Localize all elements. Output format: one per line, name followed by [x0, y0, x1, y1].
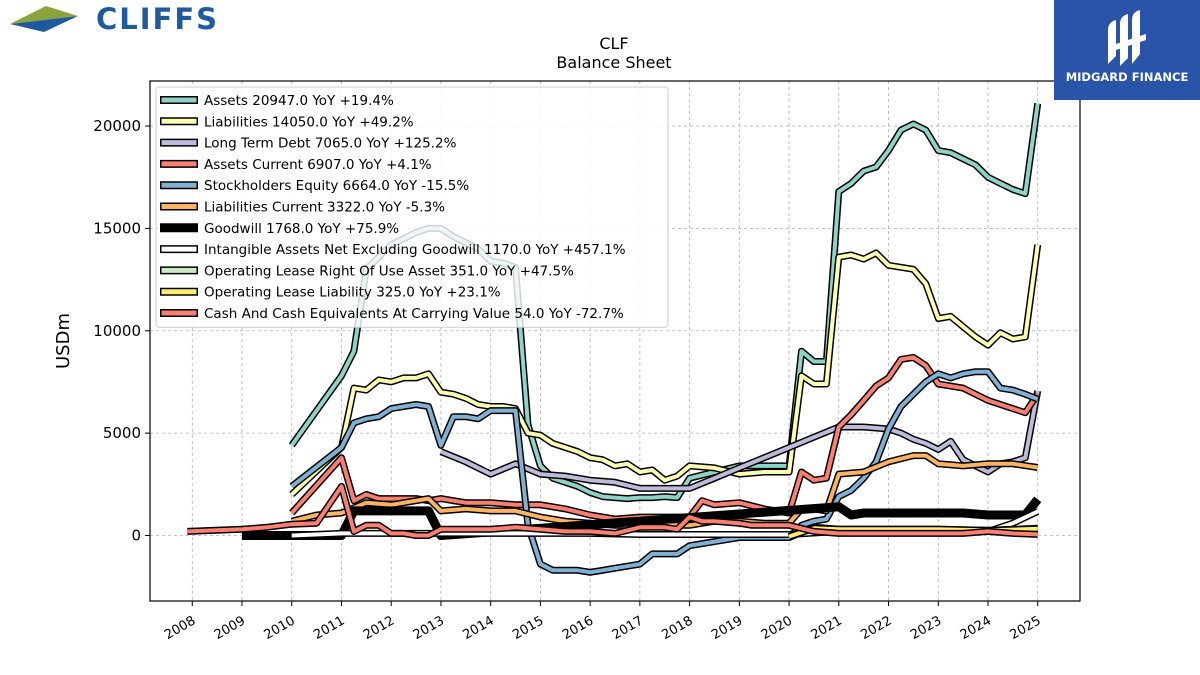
legend-entry: Liabilities Current 3322.0 YoY -5.3% [160, 200, 445, 216]
series-line [187, 484, 1038, 538]
y-tick-label: 10000 [93, 322, 141, 340]
x-tick-label: 2013 [411, 613, 447, 643]
series-lines [187, 103, 1042, 576]
y-tick-label: 15000 [93, 219, 141, 237]
x-tick-label: 2018 [659, 613, 695, 643]
cliffs-logo-text: CLIFFS [96, 2, 220, 36]
x-tick-label: 2020 [759, 613, 795, 643]
y-tick-label: 0 [131, 526, 141, 544]
x-tick-label: 2011 [311, 613, 347, 643]
legend-entry: Assets 20947.0 YoY +19.4% [160, 93, 394, 109]
legend-entry: Stockholders Equity 6664.0 YoY -15.5% [160, 178, 469, 194]
series-liabilities-current [290, 452, 1039, 529]
legend-entry: Cash And Cash Equivalents At Carrying Va… [160, 306, 624, 322]
legend-entry: Liabilities 14050.0 YoY +49.2% [160, 114, 414, 130]
legend-entry: Long Term Debt 7065.0 YoY +125.2% [160, 136, 457, 152]
legend-label: Operating Lease Right Of Use Asset 351.0… [204, 263, 574, 279]
legend-box [155, 86, 669, 328]
cliffs-swoosh-icon [10, 6, 78, 32]
x-tick-label: 2019 [709, 613, 745, 643]
x-tick-label: 2022 [858, 613, 894, 643]
chart-title: CLF [599, 34, 628, 53]
x-tick-label: 2023 [908, 613, 944, 643]
series-outline [289, 368, 1039, 576]
x-tick-label: 2014 [461, 613, 497, 643]
legend-entry: Intangible Assets Net Excluding Goodwill… [160, 242, 626, 258]
series-cash-and-cash-equivalents-at-carrying-value [187, 482, 1038, 539]
x-tick-label: 2012 [361, 613, 397, 643]
x-tick-label: 2024 [958, 613, 994, 643]
legend-entry: Operating Lease Liability 325.0 YoY +23.… [160, 285, 501, 301]
x-tick-label: 2010 [262, 613, 298, 643]
legend-label: Assets 20947.0 YoY +19.4% [204, 93, 394, 109]
series-liabilities [289, 244, 1042, 498]
legend-label: Goodwill 1768.0 YoY +75.9% [204, 221, 399, 237]
y-tick-label: 20000 [93, 117, 141, 135]
series-line [290, 369, 1039, 575]
legend-entry: Operating Lease Right Of Use Asset 351.0… [160, 263, 574, 279]
x-tick-label: 2009 [212, 613, 248, 643]
midgard-finance-logo: MIDGARD FINANCE [1054, 0, 1200, 100]
series-line [290, 244, 1040, 496]
y-axis-label: USDm [53, 313, 74, 369]
x-tick-label: 2015 [510, 613, 546, 643]
midgard-monogram-icon [1108, 10, 1146, 66]
legend-label: Liabilities 14050.0 YoY +49.2% [204, 114, 414, 130]
x-tick-label: 2016 [560, 613, 596, 643]
legend-label: Assets Current 6907.0 YoY +4.1% [204, 157, 432, 173]
midgard-logo-text: MIDGARD FINANCE [1065, 70, 1189, 84]
legend-label: Liabilities Current 3322.0 YoY -5.3% [204, 200, 445, 216]
x-tick-label: 2021 [809, 613, 845, 643]
series-line [291, 453, 1038, 528]
series-line [242, 496, 1042, 540]
legend-label: Cash And Cash Equivalents At Carrying Va… [204, 306, 624, 322]
series-stockholders-equity [289, 368, 1039, 576]
chart-subtitle: Balance Sheet [556, 53, 671, 72]
legend-entry: Assets Current 6907.0 YoY +4.1% [160, 157, 432, 173]
legend-label: Operating Lease Liability 325.0 YoY +23.… [204, 285, 501, 301]
x-tick-label: 2008 [162, 613, 198, 643]
series-goodwill [242, 496, 1042, 540]
legend-label: Intangible Assets Net Excluding Goodwill… [204, 242, 626, 258]
legend-entry: Goodwill 1768.0 YoY +75.9% [160, 221, 399, 237]
legend-label: Stockholders Equity 6664.0 YoY -15.5% [204, 178, 469, 194]
legend: Assets 20947.0 YoY +19.4% Liabilities 140… [155, 86, 669, 328]
x-tick-label: 2025 [1008, 613, 1044, 643]
plot-frame [149, 80, 1081, 602]
y-tick-label: 5000 [103, 424, 141, 442]
legend-label: Long Term Debt 7065.0 YoY +125.2% [204, 136, 457, 152]
cliffs-logo: CLIFFS [8, 2, 248, 38]
x-tick-label: 2017 [610, 613, 646, 643]
